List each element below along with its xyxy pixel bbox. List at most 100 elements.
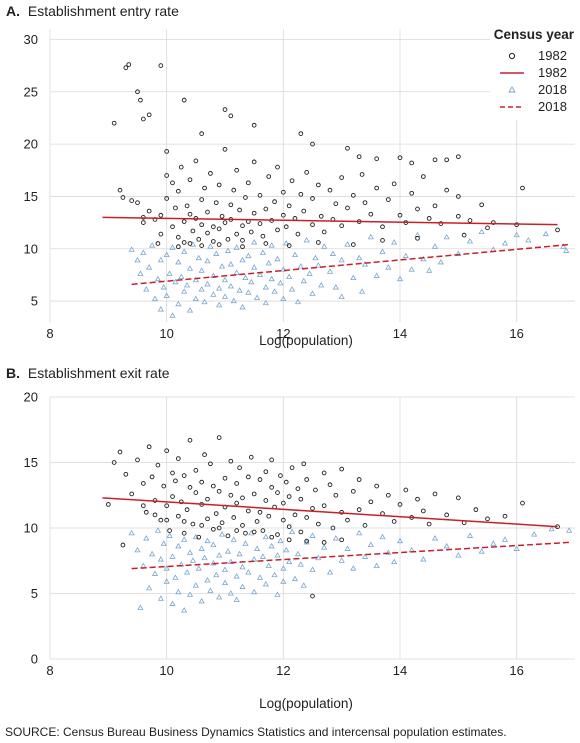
data-point-2018	[134, 256, 141, 263]
data-point-1982	[225, 236, 231, 242]
legend: Census year 1982 1982 2018 2018	[490, 24, 576, 120]
data-point-1982	[266, 513, 272, 519]
data-point-2018	[163, 565, 170, 571]
data-point-1982	[152, 512, 158, 518]
data-point-2018	[490, 540, 497, 546]
data-point-1982	[105, 502, 111, 507]
data-point-1982	[173, 205, 178, 211]
data-point-1982	[289, 465, 295, 471]
y-tick-label: 15	[24, 189, 38, 204]
data-point-2018	[344, 241, 351, 247]
panel-b-points-1982	[105, 435, 560, 599]
data-point-2018	[548, 525, 555, 532]
data-point-1982	[432, 157, 438, 163]
data-point-2018	[286, 558, 293, 565]
legend-label-1982-line: 1982	[538, 65, 567, 80]
data-point-2018	[329, 250, 337, 256]
data-point-2018	[175, 588, 182, 595]
data-point-2018	[148, 550, 156, 557]
data-point-1982	[286, 524, 292, 530]
data-point-2018	[344, 545, 351, 551]
data-point-1982	[301, 461, 307, 467]
data-point-1982	[420, 508, 426, 514]
data-point-2018	[420, 556, 427, 562]
data-point-1982	[231, 187, 237, 193]
data-point-2018	[291, 575, 299, 582]
data-point-2018	[277, 279, 284, 286]
data-point-2018	[455, 250, 462, 256]
data-point-2018	[181, 607, 188, 613]
data-point-2018	[525, 236, 532, 243]
data-point-2018	[259, 553, 267, 559]
data-point-2018	[566, 527, 573, 533]
data-point-1982	[278, 473, 283, 478]
data-point-2018	[338, 557, 345, 563]
data-point-2018	[253, 545, 261, 551]
data-point-1982	[280, 212, 286, 218]
data-point-2018	[216, 594, 223, 600]
data-point-2018	[157, 256, 164, 263]
data-point-2018	[367, 233, 374, 240]
data-point-1982	[164, 448, 170, 454]
data-point-1982	[164, 503, 170, 509]
data-point-1982	[362, 523, 368, 528]
data-point-2018	[420, 255, 427, 262]
data-point-1982	[269, 534, 275, 540]
data-point-1982	[280, 500, 286, 506]
data-point-2018	[262, 299, 269, 306]
data-point-1982	[216, 182, 222, 188]
data-point-2018	[513, 231, 520, 238]
data-point-1982	[196, 534, 202, 540]
data-point-2018	[402, 252, 409, 259]
data-point-2018	[230, 297, 237, 304]
data-point-2018	[163, 292, 170, 298]
legend-item-1982-points: 1982	[508, 48, 567, 63]
data-point-1982	[362, 200, 368, 206]
y-tick-label: 20	[24, 137, 38, 152]
data-point-1982	[409, 190, 415, 196]
data-point-1982	[193, 490, 199, 495]
data-point-1982	[219, 520, 225, 526]
data-point-1982	[140, 481, 146, 486]
data-point-2018	[300, 582, 307, 588]
data-point-2018	[157, 306, 164, 312]
data-point-2018	[128, 246, 135, 252]
data-point-2018	[501, 240, 509, 246]
panel-b-title-text: Establishment exit rate	[28, 365, 170, 381]
data-point-2018	[277, 537, 284, 544]
data-point-2018	[312, 254, 319, 261]
data-point-2018	[309, 532, 316, 538]
data-point-1982	[178, 164, 184, 170]
data-point-1982	[111, 460, 117, 465]
data-point-1982	[275, 532, 280, 537]
panel-b: B. Establishment exit rate 0 5 10 15 20 8 10 1…	[6, 365, 575, 711]
data-point-2018	[233, 573, 240, 579]
data-point-1982	[380, 238, 385, 243]
data-point-1982	[420, 174, 426, 179]
data-point-2018	[373, 562, 380, 568]
data-point-2018	[306, 270, 313, 276]
data-point-1982	[380, 224, 385, 230]
data-point-1982	[298, 131, 304, 136]
data-point-2018	[169, 600, 176, 606]
data-point-1982	[289, 178, 295, 184]
data-point-1982	[444, 512, 450, 518]
data-point-1982	[295, 486, 301, 492]
y-tick-label: 5	[31, 294, 38, 309]
data-point-2018	[291, 251, 299, 258]
panel-a-letter: A.	[6, 3, 20, 19]
data-point-2018	[160, 540, 167, 546]
data-point-1982	[243, 195, 248, 200]
data-point-1982	[248, 229, 254, 235]
data-point-1982	[257, 193, 263, 198]
data-point-2018	[560, 243, 567, 249]
panel-b-grid	[49, 396, 575, 660]
data-point-2018	[166, 532, 173, 538]
data-point-1982	[210, 526, 216, 532]
data-point-1982	[167, 528, 172, 533]
data-point-2018	[265, 562, 272, 568]
data-point-1982	[146, 112, 152, 118]
data-point-2018	[443, 233, 450, 240]
data-point-1982	[263, 241, 269, 246]
data-point-1982	[275, 227, 280, 233]
